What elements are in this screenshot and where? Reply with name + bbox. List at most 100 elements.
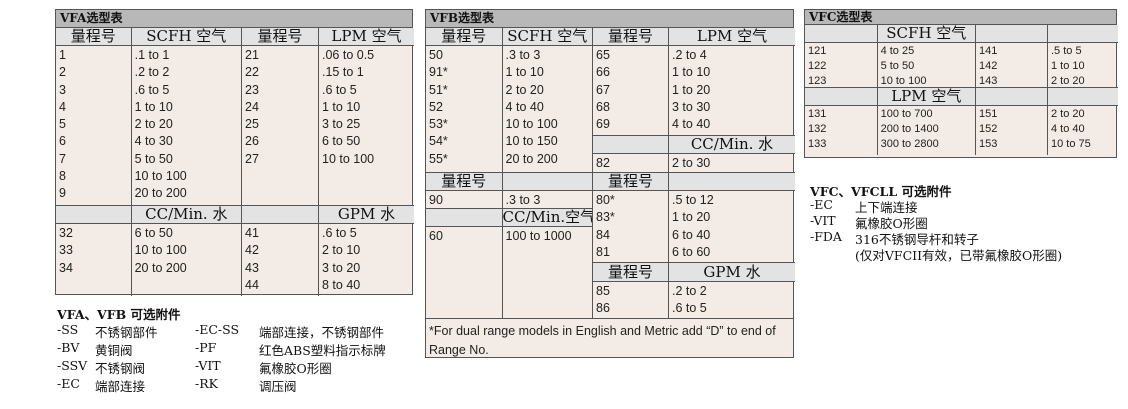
table-half: 141 142 143 .5 to 5 1 to 10 2 to 20 151 152 153 2… (976, 25, 1118, 155)
range-no-column: 131 132 133 (805, 106, 878, 155)
flow-range: .2 to 4 (672, 48, 707, 62)
column-header: SCFH 空气 (146, 28, 227, 45)
range-number: 9 (59, 186, 66, 201)
data-block: 21 22 23 24 25 26 27 .06 to 0.5 .15 to 1 .6 to 5 1… (242, 46, 414, 206)
header-row: SCFH 空气 (805, 25, 975, 43)
column-header (669, 173, 795, 190)
column-header (976, 25, 1048, 42)
range-column: 100 to 1000 (503, 227, 592, 318)
footnote: *For dual range models in English and Me… (426, 318, 793, 358)
range-no-column: 1 2 3 4 5 6 7 8 9 (56, 46, 132, 205)
range-no-column: 151 152 153 (976, 106, 1048, 155)
accessory-code: -EC-SS (195, 322, 240, 337)
range-number: 8 (59, 169, 66, 184)
accessory-description: 不锈钢部件 (95, 325, 158, 340)
range-no-column: 32 33 34 (56, 224, 132, 296)
header-row: 量程号 LPM 空气 (593, 28, 795, 46)
flow-range: 1 to 10 (134, 99, 173, 114)
data-block: 141 142 143 .5 to 5 1 to 10 2 to 20 (976, 43, 1118, 88)
range-number: 21 (245, 48, 259, 62)
range-number: 151 (979, 108, 998, 120)
range-number: 34 (59, 260, 73, 275)
column-header: SCFH 空气 (507, 28, 588, 45)
header-row: 量程号 LPM 空气 (242, 28, 414, 46)
flow-range: 10 to 100 (505, 117, 558, 132)
data-block: 80* 83* 84 81 .5 to 12 1 to 20 6 to 40 6 to 60 (593, 191, 795, 263)
accessory-code: -SS (57, 322, 79, 337)
data-block: 65 66 67 68 69 .2 to 4 1 to 10 1 to 20 3 to 30 4 … (593, 46, 795, 136)
flow-range: 1 to 10 (672, 65, 711, 80)
table-title: VFC选型表 (805, 10, 1116, 25)
table-body: 量程号 SCFH 空气 1 2 3 4 5 6 7 8 9.1 to 1.2 to 2.6 to 5… (56, 28, 414, 296)
flow-range: .6 to 5 (322, 226, 357, 240)
header-row: CC/Min.空气 (426, 209, 592, 227)
flow-range: 5 to 50 (880, 60, 915, 72)
range-no-column: 80* 83* 84 81 (593, 191, 669, 262)
range-column: 2 to 30 (669, 154, 795, 172)
header-row: CC/Min. 水 (593, 136, 795, 154)
range-number: 85 (596, 284, 610, 298)
range-number: 122 (808, 60, 827, 72)
data-block: 121 122 123 4 to 25 5 to 50 10 to 100 (805, 43, 975, 88)
column-header: 量程号 (593, 28, 669, 45)
flow-range: 10 to 150 (505, 134, 558, 149)
range-no-column: 65 66 67 68 69 (593, 46, 669, 135)
header-row: 量程号 GPM 水 (593, 263, 795, 282)
flow-range: .5 to 5 (1051, 45, 1082, 57)
flow-range: 3 to 25 (322, 117, 361, 132)
column-header (1048, 25, 1118, 42)
accessory-code: -FDA (810, 229, 842, 244)
column-header: CC/Min.空气 (502, 209, 592, 226)
flow-range: 6 to 50 (322, 134, 361, 149)
flow-range: 2 to 20 (134, 117, 173, 132)
range-number: 141 (979, 45, 998, 57)
flow-range: .15 to 1 (322, 65, 364, 80)
table-half: 量程号 LPM 空气 65 66 67 68 69 .2 to 4 1 to 10 1 to 20… (593, 28, 795, 318)
column-header (593, 136, 669, 153)
flow-range: 1 to 10 (505, 65, 544, 80)
range-number: 54* (429, 134, 448, 149)
range-number: 33 (59, 243, 73, 258)
range-column: 4 to 25 5 to 50 10 to 100 (878, 43, 975, 87)
range-column: 2 to 20 4 to 40 10 to 75 (1048, 106, 1118, 155)
range-number: 4 (59, 99, 66, 114)
column-header: LPM 空气 (696, 28, 768, 45)
column-header (805, 88, 878, 105)
range-number: 143 (979, 75, 998, 87)
accessory-code: -EC (810, 197, 833, 212)
range-no-column: 50 91* 51* 52 53* 54* 55* (426, 46, 503, 172)
flow-range: 200 to 1400 (880, 123, 939, 135)
accessory-description: 调压阀 (259, 379, 297, 394)
flow-range: 3 to 30 (672, 99, 711, 114)
column-header (426, 209, 503, 226)
range-number: 5 (59, 117, 66, 132)
flow-range: 10 to 100 (322, 151, 375, 166)
accessory-code: -PF (195, 340, 217, 355)
table-half: 量程号 LPM 空气 21 22 23 24 25 26 27 .06 to 0.5 .15 to … (242, 28, 414, 296)
flow-range: 1 to 10 (322, 99, 361, 114)
range-column: .3 to 3 (503, 191, 592, 208)
column-header: LPM 空气 (891, 88, 962, 105)
table-half: SCFH 空气 121 122 123 4 to 25 5 to 50 10 to 100 L… (805, 25, 976, 155)
accessory-line: (仅对VFCII有效，已带氟橡胶O形圈) (810, 245, 1120, 263)
range-number: 132 (808, 123, 827, 135)
header-row (976, 25, 1118, 43)
table-title: VFA选型表 (56, 10, 412, 28)
vfb-selection-table: VFB选型表 量程号 SCFH 空气 50 91* 51* 52 53* 54* 55* .3 to… (425, 9, 795, 358)
flow-range: 20 to 200 (134, 186, 187, 201)
range-number: 66 (596, 65, 610, 80)
flow-range: .06 to 0.5 (322, 48, 375, 62)
flow-range: 8 to 40 (322, 277, 361, 292)
flow-range: 1 to 20 (672, 82, 711, 97)
flow-range: 3 to 20 (322, 260, 361, 275)
range-number: 32 (59, 226, 73, 240)
accessory-line: -VIT 氟橡胶O形圈 (810, 213, 1120, 231)
data-block: 1 2 3 4 5 6 7 8 9 .1 to 1 .2 to 2 .6 to 5 1 to 10 2 t… (56, 46, 241, 206)
flow-range: .6 to 5 (672, 301, 707, 316)
column-header: CC/Min. 水 (690, 136, 774, 153)
accessory-description: 不锈钢阀 (95, 361, 146, 376)
data-block: 90 .3 to 3 (426, 191, 592, 209)
column-header: GPM 水 (703, 263, 761, 281)
header-row: 量程号 SCFH 空气 (426, 28, 592, 46)
accessory-line: -EC 端部连接 -RK 调压阀 (57, 376, 417, 394)
